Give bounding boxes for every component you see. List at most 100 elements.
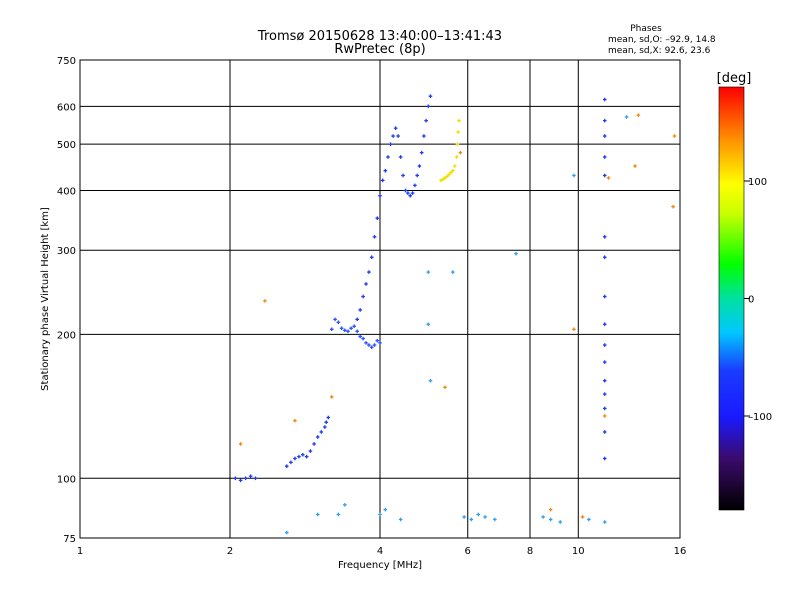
data-point bbox=[304, 454, 309, 459]
data-point bbox=[417, 164, 422, 168]
data-point bbox=[633, 164, 637, 168]
data-point bbox=[355, 317, 359, 322]
data-point bbox=[602, 173, 607, 178]
data-point bbox=[312, 442, 316, 446]
data-point bbox=[293, 456, 297, 461]
chart-title-line1: Tromsø 20150628 13:40:00–13:41:43 bbox=[257, 29, 502, 44]
data-point bbox=[456, 130, 460, 134]
data-point bbox=[580, 515, 585, 519]
data-point bbox=[572, 327, 576, 332]
data-point bbox=[297, 454, 301, 459]
data-point bbox=[308, 449, 313, 453]
data-point bbox=[301, 452, 305, 457]
y-tick-label: 400 bbox=[57, 186, 76, 197]
data-point bbox=[587, 517, 591, 522]
y-axis-label: Stationary phase Virtual Height [km] bbox=[40, 207, 51, 391]
data-point bbox=[388, 142, 393, 146]
data-point bbox=[469, 517, 474, 522]
data-point bbox=[602, 255, 607, 260]
data-point bbox=[336, 512, 341, 517]
data-point bbox=[422, 134, 426, 138]
data-point bbox=[441, 177, 445, 182]
data-point bbox=[372, 235, 377, 239]
data-point bbox=[369, 255, 374, 260]
axis-ticks: 1 2 4 6 8 10 16 75 100 200 300 400 500 600 750 bbox=[57, 56, 686, 557]
data-point bbox=[624, 115, 629, 119]
data-point bbox=[383, 168, 388, 173]
data-point bbox=[364, 282, 368, 286]
data-point bbox=[455, 142, 460, 146]
data-point bbox=[238, 478, 243, 483]
data-point bbox=[383, 507, 388, 512]
data-point bbox=[452, 164, 457, 168]
x-tick-label: 16 bbox=[674, 546, 687, 557]
data-point bbox=[439, 178, 443, 183]
data-point bbox=[457, 118, 461, 123]
data-point bbox=[602, 406, 607, 411]
colorbar-label: [deg] bbox=[717, 71, 752, 86]
data-point bbox=[369, 345, 374, 350]
data-point bbox=[602, 414, 607, 418]
data-point bbox=[367, 270, 371, 274]
data-point bbox=[393, 126, 398, 130]
data-point bbox=[406, 191, 410, 195]
data-point bbox=[426, 104, 431, 109]
data-point bbox=[336, 320, 341, 325]
data-point bbox=[396, 134, 400, 138]
data-point bbox=[238, 442, 243, 446]
data-point bbox=[602, 456, 607, 461]
data-point bbox=[602, 235, 607, 239]
data-point bbox=[293, 418, 297, 423]
data-point bbox=[602, 155, 607, 159]
data-point bbox=[263, 299, 267, 303]
data-point bbox=[548, 517, 553, 522]
data-point bbox=[443, 176, 447, 180]
colorbar-tick-label: –100 bbox=[748, 412, 772, 423]
data-point bbox=[323, 425, 327, 429]
data-point bbox=[343, 328, 347, 333]
data-point bbox=[493, 517, 497, 522]
colorbar-tick-label: 100 bbox=[748, 177, 767, 188]
data-point bbox=[426, 270, 431, 274]
y-tick-label: 200 bbox=[57, 330, 76, 341]
data-point bbox=[602, 360, 607, 364]
y-tick-label: 500 bbox=[57, 140, 76, 151]
colorbar-ticks: 100 0 –100 bbox=[744, 177, 772, 423]
data-point bbox=[572, 173, 576, 178]
x-tick-label: 10 bbox=[572, 546, 585, 557]
data-point bbox=[386, 155, 390, 159]
data-point bbox=[449, 170, 453, 175]
data-point bbox=[558, 520, 563, 524]
data-point bbox=[447, 172, 451, 177]
data-point bbox=[451, 168, 455, 173]
data-point bbox=[346, 329, 350, 334]
data-point bbox=[361, 294, 365, 299]
data-point bbox=[413, 183, 417, 188]
data-point bbox=[476, 512, 481, 517]
data-point bbox=[410, 191, 415, 195]
data-point bbox=[358, 334, 362, 339]
data-point bbox=[424, 118, 428, 123]
data-point bbox=[253, 476, 258, 481]
data-point bbox=[454, 155, 459, 159]
colorbar-tick-label: 0 bbox=[748, 295, 754, 306]
data-points bbox=[233, 94, 677, 535]
data-point bbox=[364, 341, 368, 345]
data-point bbox=[233, 476, 238, 481]
data-point bbox=[315, 512, 320, 517]
data-point bbox=[378, 341, 382, 345]
data-point bbox=[548, 507, 553, 512]
data-point bbox=[458, 150, 463, 155]
x-tick-label: 6 bbox=[465, 546, 471, 557]
data-point bbox=[398, 517, 403, 522]
data-point bbox=[367, 343, 371, 347]
data-point bbox=[602, 118, 607, 123]
y-tick-label: 300 bbox=[57, 246, 76, 257]
x-tick-label: 8 bbox=[527, 546, 533, 557]
data-point bbox=[243, 476, 248, 481]
data-point bbox=[284, 530, 289, 535]
data-point bbox=[606, 176, 611, 180]
data-point bbox=[602, 430, 607, 434]
data-point bbox=[315, 435, 320, 439]
